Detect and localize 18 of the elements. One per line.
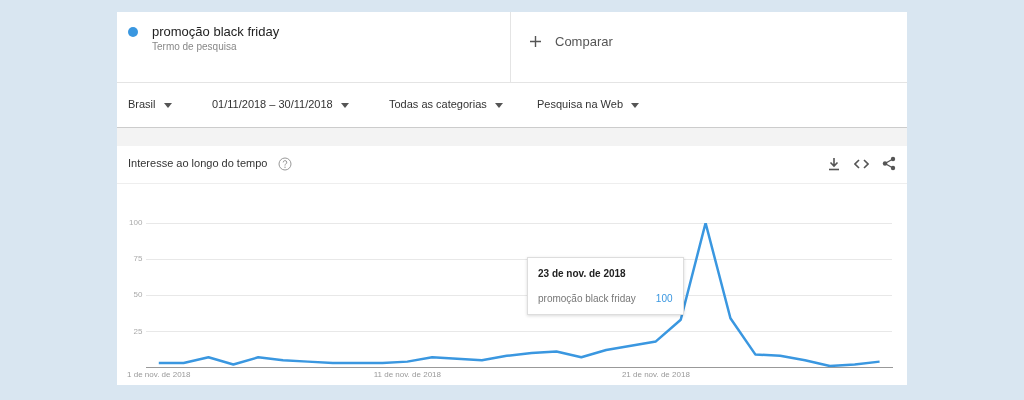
text: Brasil — [128, 98, 156, 110]
annotation: 23 de nov. de 2018 — [538, 268, 627, 279]
text: Comparar — [555, 34, 613, 50]
text: Termo de pesquisa — [152, 41, 237, 52]
chart-title: Interesse ao longo do tempo — [128, 157, 268, 169]
text: promoção black friday — [538, 293, 636, 304]
x-tick-label: 11 de nov. de 2018 — [373, 370, 442, 380]
text: Todas as categorias — [389, 98, 487, 110]
legend-label: promoção black friday — [152, 24, 280, 40]
x-tick-label: 21 de nov. de 2018 — [621, 370, 691, 380]
y-tick-label: 50 — [133, 290, 143, 300]
x-tick-label: 1 de nov. de 2018 — [127, 370, 192, 380]
text: Pesquisa na Web — [537, 98, 624, 110]
annotation: 100 — [655, 293, 673, 304]
y-tick-label: 25 — [133, 326, 143, 336]
text: 01/11/2018 – 30/11/2018 — [212, 98, 333, 110]
y-tick-label: 100 — [128, 218, 143, 228]
y-tick-label: 75 — [133, 254, 143, 264]
